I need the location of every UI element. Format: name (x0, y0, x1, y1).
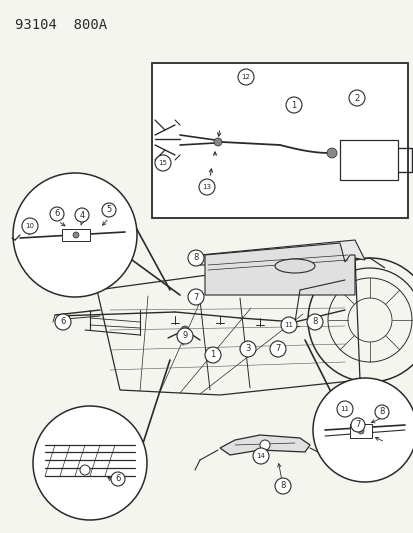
Circle shape (33, 406, 147, 520)
Circle shape (75, 208, 89, 222)
Circle shape (357, 428, 363, 434)
Text: 8: 8 (193, 254, 198, 262)
Circle shape (374, 405, 388, 419)
Circle shape (274, 478, 290, 494)
Circle shape (55, 314, 71, 330)
Polygon shape (219, 435, 309, 455)
FancyBboxPatch shape (349, 424, 371, 438)
Text: 1: 1 (210, 351, 215, 359)
Polygon shape (199, 240, 364, 265)
Circle shape (285, 97, 301, 113)
Circle shape (204, 347, 221, 363)
Circle shape (348, 90, 364, 106)
Circle shape (280, 317, 296, 333)
Text: 8: 8 (311, 318, 317, 327)
Text: 4: 4 (79, 211, 84, 220)
Text: 7: 7 (193, 293, 198, 302)
Circle shape (336, 401, 352, 417)
Text: 9: 9 (182, 332, 187, 341)
Text: 12: 12 (241, 74, 250, 80)
Circle shape (199, 179, 214, 195)
Ellipse shape (274, 259, 314, 273)
Text: 2: 2 (354, 93, 359, 102)
Text: 8: 8 (280, 481, 285, 490)
Text: 11: 11 (339, 406, 349, 412)
Text: 8: 8 (378, 408, 384, 416)
Text: 93104  800A: 93104 800A (15, 18, 107, 32)
Circle shape (214, 138, 221, 146)
Circle shape (102, 203, 116, 217)
Text: 10: 10 (26, 223, 34, 229)
Circle shape (188, 250, 204, 266)
Text: 6: 6 (60, 318, 66, 327)
Circle shape (177, 328, 192, 344)
Circle shape (326, 148, 336, 158)
Text: 7: 7 (354, 421, 360, 430)
Text: 1: 1 (291, 101, 296, 109)
Text: 6: 6 (115, 474, 121, 483)
Text: 7: 7 (275, 344, 280, 353)
Circle shape (252, 448, 268, 464)
Circle shape (188, 289, 204, 305)
Circle shape (80, 465, 90, 475)
Text: 5: 5 (106, 206, 112, 214)
Text: 11: 11 (284, 322, 293, 328)
FancyBboxPatch shape (62, 229, 90, 241)
Circle shape (154, 155, 171, 171)
Text: 6: 6 (54, 209, 59, 219)
Text: 15: 15 (158, 160, 167, 166)
Circle shape (269, 341, 285, 357)
Circle shape (240, 341, 255, 357)
Bar (152, 63, 407, 218)
Circle shape (312, 378, 413, 482)
Circle shape (237, 69, 254, 85)
Circle shape (50, 207, 64, 221)
Circle shape (13, 173, 137, 297)
Circle shape (259, 440, 269, 450)
Text: 14: 14 (256, 453, 265, 459)
FancyBboxPatch shape (339, 140, 397, 180)
Text: 13: 13 (202, 184, 211, 190)
Circle shape (180, 326, 189, 334)
Circle shape (22, 218, 38, 234)
Polygon shape (204, 243, 354, 295)
Text: 3: 3 (245, 344, 250, 353)
Circle shape (306, 314, 322, 330)
Circle shape (350, 418, 364, 432)
Circle shape (111, 472, 125, 486)
Circle shape (73, 232, 79, 238)
